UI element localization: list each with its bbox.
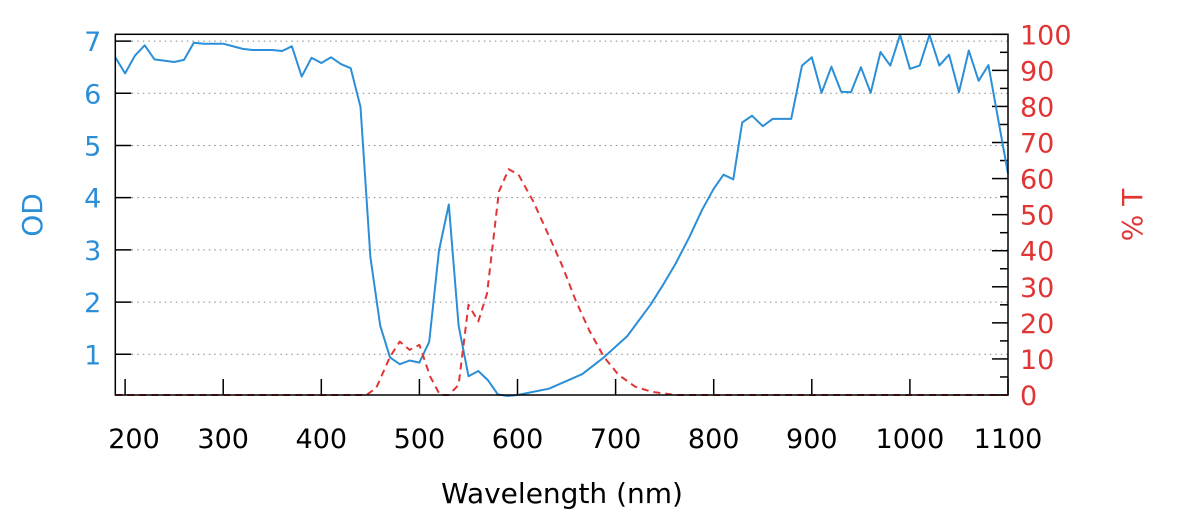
x-tick-label: 200 bbox=[108, 424, 160, 455]
y2-tick-label: 30 bbox=[1020, 273, 1054, 304]
x-tick-label: 500 bbox=[394, 424, 446, 455]
y2-tick-label: 80 bbox=[1020, 92, 1054, 123]
x-tick-label: 900 bbox=[786, 424, 838, 455]
axis-ticks bbox=[115, 33, 1009, 396]
y-tick-label: 1 bbox=[84, 340, 101, 371]
y-tick-label: 7 bbox=[84, 27, 101, 58]
x-tick-label: 800 bbox=[688, 424, 740, 455]
x-tick-label: 400 bbox=[296, 424, 348, 455]
y2-tick-label: 40 bbox=[1020, 237, 1054, 268]
series-lines bbox=[114, 33, 1009, 397]
y-axis-label: OD bbox=[16, 193, 49, 237]
x-tick-label: 300 bbox=[197, 424, 249, 455]
x-tick-label: 600 bbox=[492, 424, 544, 455]
od-series-line bbox=[114, 33, 1009, 397]
transmission-series-line bbox=[115, 168, 1008, 396]
y-tick-label: 3 bbox=[84, 236, 101, 267]
y2-tick-label: 70 bbox=[1020, 129, 1054, 160]
y2-axis-label: % T bbox=[1116, 188, 1149, 242]
y2-tick-label: 10 bbox=[1020, 345, 1054, 376]
y2-tick-label: 50 bbox=[1020, 201, 1054, 232]
x-tick-label: 700 bbox=[590, 424, 642, 455]
y-tick-label: 6 bbox=[84, 79, 101, 110]
y2-tick-label: 100 bbox=[1020, 20, 1072, 51]
x-tick-label: 1000 bbox=[876, 424, 945, 455]
x-axis-label: Wavelength (nm) bbox=[441, 477, 683, 510]
y2-tick-label: 90 bbox=[1020, 56, 1054, 87]
x-tick-label: 1100 bbox=[974, 424, 1043, 455]
y2-tick-label: 20 bbox=[1020, 309, 1054, 340]
y-tick-label: 5 bbox=[84, 131, 101, 162]
y-tick-label: 4 bbox=[84, 184, 101, 215]
y-tick-label: 2 bbox=[84, 288, 101, 319]
y2-tick-label: 60 bbox=[1020, 165, 1054, 196]
plot-frame bbox=[114, 33, 1009, 396]
y2-tick-label: 0 bbox=[1020, 381, 1037, 412]
grid-lines bbox=[115, 40, 1008, 355]
